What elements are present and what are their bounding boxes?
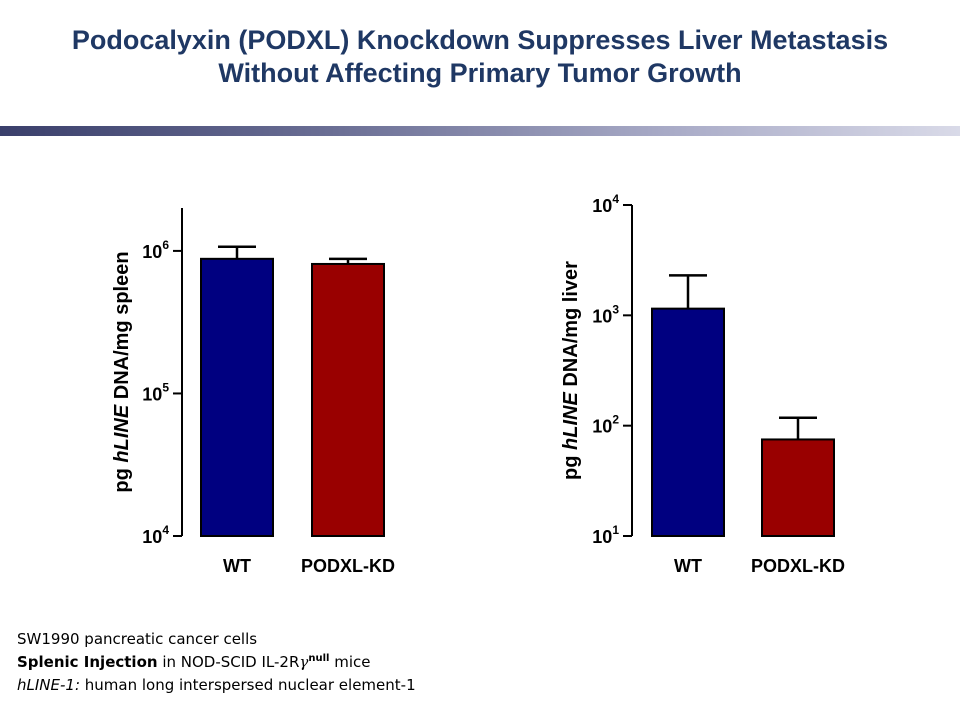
y-tick-base: 10 [592,306,612,326]
footnote-cells: SW1990 pancreatic cancer cells [17,630,258,648]
y-tick-label: 105 [142,380,169,404]
y-tick-label: 106 [142,238,169,262]
y-tick-base: 10 [592,417,612,437]
title-divider [0,126,960,136]
y-tick-label: 102 [592,413,619,437]
y-tick-exponent: 1 [612,523,619,537]
bar-wt [651,307,725,538]
y-tick-base: 10 [142,242,162,262]
y-tick-exponent: 4 [612,192,619,206]
y-axis-label-part: DNA/mg liver [560,261,582,392]
x-category-label: WT [223,556,251,576]
bar-podxl-kd [761,438,835,537]
y-tick-label: 104 [142,523,169,547]
y-tick-label: 104 [592,192,619,216]
slide-title: Podocalyxin (PODXL) Knockdown Suppresses… [0,24,960,90]
y-tick-label: 103 [592,302,619,326]
y-tick-exponent: 5 [162,380,169,394]
footnote-injection: Splenic Injection in NOD-SCID IL-2Rγnull… [17,653,371,671]
y-axis-label-part: pg [560,450,582,480]
y-tick-base: 10 [592,196,612,216]
bar-wt [200,257,274,537]
y-tick-label: 101 [592,523,619,547]
y-tick-exponent: 3 [612,302,619,316]
footnotes: SW1990 pancreatic cancer cells Splenic I… [17,628,416,697]
y-axis-label-part: hLINE [111,404,133,462]
gamma-symbol: γ [299,653,309,671]
y-tick-exponent: 2 [612,413,619,427]
y-axis-label-part: hLINE [560,392,582,450]
x-category-label: PODXL-KD [751,556,845,576]
y-axis-label: pg hLINE DNA/mg liver [560,261,582,480]
y-axis-label-part: DNA/mg spleen [111,251,133,404]
x-category-label: PODXL-KD [301,556,395,576]
y-tick-base: 10 [142,384,162,404]
title-line-1: Podocalyxin (PODXL) Knockdown Suppresses… [71,25,889,55]
y-axis-label-part: pg [111,463,133,493]
x-category-label: WT [674,556,702,576]
footnote-hline: hLINE-1: human long interspersed nuclear… [17,676,416,694]
y-tick-exponent: 6 [162,238,169,252]
title-line-2: Without Affecting Primary Tumor Growth [218,58,742,88]
bar-podxl-kd [311,262,385,537]
y-tick-base: 10 [592,527,612,547]
y-axis-label: pg hLINE DNA/mg spleen [111,251,133,492]
y-tick-base: 10 [142,527,162,547]
y-tick-exponent: 4 [162,523,169,537]
